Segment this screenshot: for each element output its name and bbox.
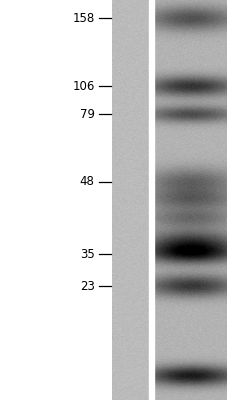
Text: 79: 79	[79, 108, 94, 120]
Text: 23: 23	[79, 280, 94, 292]
Bar	[149, 0, 153, 400]
Text: 35: 35	[79, 248, 94, 260]
Text: 158: 158	[72, 12, 94, 24]
Text: 106: 106	[72, 80, 94, 92]
Text: 48: 48	[79, 176, 94, 188]
